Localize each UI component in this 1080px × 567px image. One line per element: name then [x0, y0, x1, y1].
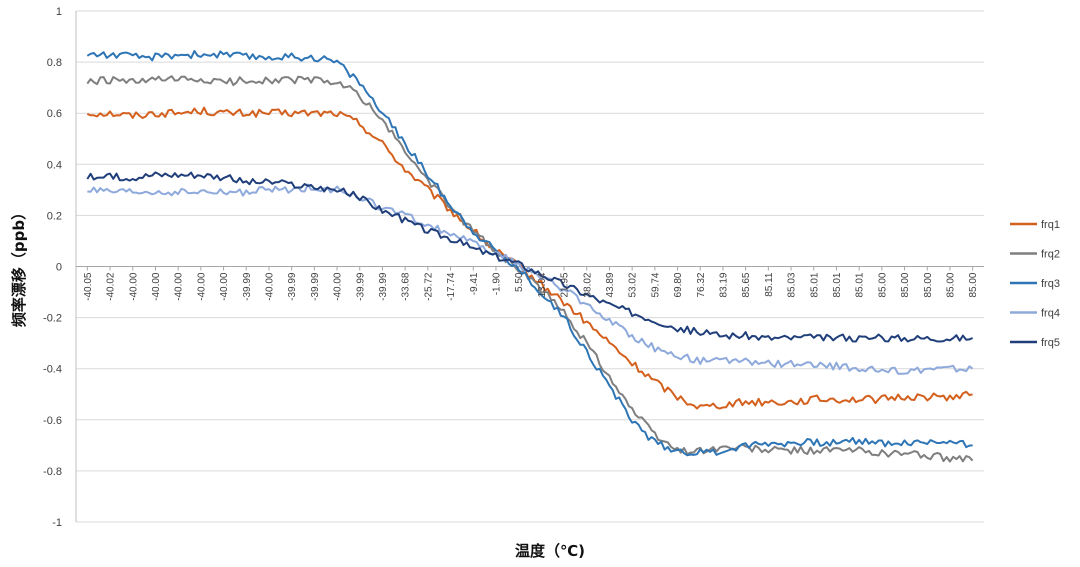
x-tick-label: -33.68: [401, 272, 412, 301]
y-tick-label: 0.2: [47, 210, 62, 222]
x-tick-label: -40.00: [196, 272, 207, 301]
x-tick-label: 85.01: [855, 272, 866, 297]
legend-label-frq5: frq5: [1041, 337, 1060, 349]
y-tick-label: -0.6: [43, 415, 62, 427]
x-tick-label: 85.11: [764, 272, 775, 297]
y-tick-label: 1: [56, 6, 62, 18]
x-tick-label: 85.00: [877, 272, 888, 297]
x-tick-label: -40.00: [174, 272, 185, 301]
series-lines: [86, 50, 974, 463]
y-tick-label: -1: [52, 517, 62, 529]
legend: frq1 frq2 frq3 frq4 frq5: [1010, 219, 1060, 349]
x-tick-label: 69.80: [673, 272, 684, 297]
x-tick-label: 59.74: [650, 272, 661, 297]
x-tick-label: -40.02: [106, 272, 117, 301]
x-tick-label: 53.02: [628, 272, 639, 297]
x-tick-label: -40.00: [264, 272, 275, 301]
y-tick-labels: 1 0.8 0.6 0.4 0.2 0 -0.2 -0.4 -0.6 -0.8 -1: [43, 6, 62, 529]
x-tick-label: 85.01: [832, 272, 843, 297]
x-tick-label: -1.90: [491, 272, 502, 295]
x-tick-label: 85.01: [809, 272, 820, 297]
series-line-frq3: [86, 50, 973, 457]
x-tick-label: 85.00: [923, 272, 934, 297]
series-line-frq1: [86, 106, 973, 410]
x-tick-label: -39.99: [287, 272, 298, 301]
x-axis-title: 温度（℃): [515, 542, 585, 560]
x-tick-label: -40.00: [219, 272, 230, 301]
legend-label-frq1: frq1: [1041, 219, 1060, 231]
y-axis-title: 频率漂移（ppb）: [10, 205, 28, 327]
x-tick-label: 85.00: [968, 272, 979, 297]
y-tick-label: 0.4: [47, 159, 62, 171]
x-tick-label: 85.00: [945, 272, 956, 297]
y-tick-label: -0.8: [43, 466, 62, 478]
legend-label-frq3: frq3: [1041, 278, 1060, 290]
x-tick-label: 85.00: [900, 272, 911, 297]
x-tick-label: -40.00: [333, 272, 344, 301]
x-tick-label: -40.05: [83, 272, 94, 301]
x-tick-label: 43.89: [605, 272, 616, 297]
x-tick-label: 83.19: [718, 272, 729, 297]
legend-label-frq2: frq2: [1041, 249, 1060, 261]
y-tick-label: -0.4: [43, 364, 62, 376]
x-tick-label: 85.65: [741, 272, 752, 297]
x-tick-label: 85.03: [787, 272, 798, 297]
x-tick-label: -40.00: [151, 272, 162, 301]
x-tick-label: 38.02: [582, 272, 593, 297]
y-tick-label: -0.2: [43, 313, 62, 325]
x-tick-label: -25.72: [423, 272, 434, 301]
x-tick-label: 76.32: [696, 272, 707, 297]
x-tick-label: -39.99: [242, 272, 253, 301]
x-tick-label: -17.74: [446, 272, 457, 301]
x-tick-label: -40.00: [128, 272, 139, 301]
x-tick-label: 21.95: [560, 272, 571, 297]
axes: [75, 11, 984, 522]
x-tick-label: -39.99: [310, 272, 321, 301]
x-tick-label: -39.99: [378, 272, 389, 301]
series-line-frq5: [86, 171, 974, 343]
x-tick-label: -9.41: [469, 272, 480, 295]
y-tick-label: 0.8: [47, 57, 62, 69]
x-tick-labels: -40.05 -40.02 -40.00 -40.00 -40.00 -40.00 -40.…: [83, 272, 979, 301]
series-line-frq2: [86, 75, 974, 463]
x-tick-label: 5.50: [514, 272, 525, 292]
x-tick-label: -39.99: [355, 272, 366, 301]
legend-label-frq4: frq4: [1041, 308, 1060, 320]
y-tick-label: 0: [56, 262, 62, 274]
x-tick-label: 13.04: [537, 272, 548, 297]
y-tick-label: 0.6: [47, 108, 62, 120]
